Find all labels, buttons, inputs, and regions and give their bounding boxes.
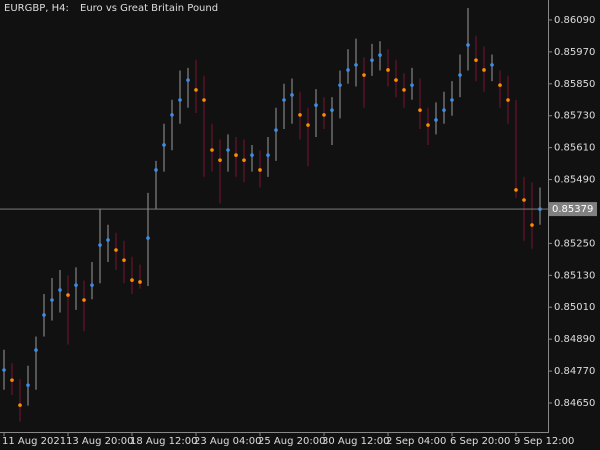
close-dot [466,43,470,47]
close-dot [482,68,486,72]
close-dot [106,238,110,242]
y-tick-label: 0.85010 [554,302,595,313]
close-dot [490,63,494,67]
close-dot [370,58,374,62]
close-dot [202,98,206,102]
close-dot [442,108,446,112]
close-dot [474,58,478,62]
close-dot [402,88,406,92]
close-dot [218,158,222,162]
y-tick-label: 0.86090 [554,15,595,26]
close-dot [450,98,454,102]
close-dot [378,53,382,57]
close-dot [58,288,62,292]
close-dot [226,148,230,152]
close-dot [122,258,126,262]
close-dot [42,313,46,317]
x-tick-label: 2 Sep 04:00 [386,436,446,447]
y-tick-label: 0.84650 [554,398,595,409]
close-dot [258,168,262,172]
close-dot [2,368,6,372]
close-dot [74,283,78,287]
close-dot [194,88,198,92]
x-tick-label: 23 Aug 04:00 [194,436,261,447]
y-tick-label: 0.84770 [554,366,595,377]
y-tick-label: 0.85970 [554,47,595,58]
close-dot [242,158,246,162]
close-dot [530,223,534,227]
close-dot [506,98,510,102]
close-dot [130,278,134,282]
close-dot [66,293,70,297]
x-tick-label: 25 Aug 20:00 [258,436,325,447]
close-dot [186,78,190,82]
close-dot [178,98,182,102]
close-dot [290,93,294,97]
close-dot [138,280,142,284]
close-dot [306,123,310,127]
close-dot [426,123,430,127]
y-tick-label: 0.85850 [554,79,595,90]
close-dot [34,348,38,352]
y-tick-label: 0.85490 [554,175,595,186]
close-dot [458,73,462,77]
close-dot [330,108,334,112]
close-dot [394,78,398,82]
close-dot [346,68,350,72]
symbol: EURGBP, H4: [4,3,69,14]
close-dot [18,403,22,407]
current-price-box [549,202,597,217]
close-dot [274,128,278,132]
y-tick-label: 0.84890 [554,334,595,345]
close-dot [146,236,150,240]
close-dot [298,113,302,117]
x-tick-label: 18 Aug 12:00 [130,436,197,447]
close-dot [314,103,318,107]
close-dot [250,153,254,157]
close-dot [322,113,326,117]
y-tick-label: 0.85130 [554,270,595,281]
close-dot [362,73,366,77]
close-dot [154,168,158,172]
close-dot [82,298,86,302]
close-dot [90,283,94,287]
close-dot [210,148,214,152]
close-dot [386,68,390,72]
close-dot [410,83,414,87]
y-tick-label: 0.85610 [554,143,595,154]
chart-title: Euro vs Great Britain Pound [80,3,218,14]
x-tick-label: 9 Sep 12:00 [514,436,574,447]
x-tick-label: 30 Aug 12:00 [322,436,389,447]
current-price-label: 0.85379 [552,204,593,215]
close-dot [26,383,30,387]
close-dot [418,108,422,112]
close-dot [170,113,174,117]
x-tick-label: 11 Aug 2021 [2,436,66,447]
close-dot [162,143,166,147]
x-tick-label: 6 Sep 20:00 [450,436,510,447]
close-dot [266,153,270,157]
close-dot [522,198,526,202]
y-tick-label: 0.85250 [554,238,595,249]
close-dot [434,118,438,122]
close-dot [514,188,518,192]
close-dot [114,248,118,252]
close-dot [234,153,238,157]
y-tick-label: 0.85730 [554,111,595,122]
x-tick-label: 13 Aug 20:00 [66,436,133,447]
close-dot [498,83,502,87]
close-dot [50,298,54,302]
close-dot [338,83,342,87]
close-dot [282,98,286,102]
close-dot [98,243,102,247]
close-dot [354,63,358,67]
close-dot [10,378,14,382]
